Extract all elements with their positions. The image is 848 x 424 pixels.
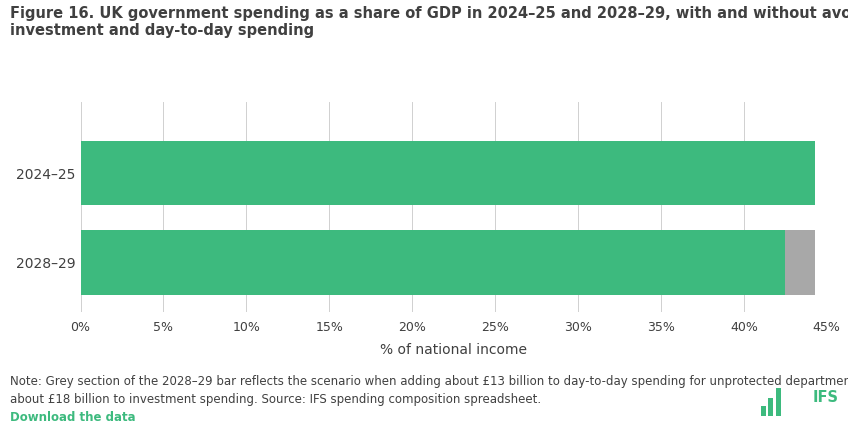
Text: Download the data: Download the data — [10, 411, 136, 424]
Bar — [776, 388, 781, 416]
Bar — [81, 230, 785, 295]
Bar — [761, 406, 766, 416]
X-axis label: % of national income: % of national income — [380, 343, 527, 357]
Bar — [785, 230, 815, 295]
Text: Note: Grey section of the 2028–29 bar reflects the scenario when adding about £1: Note: Grey section of the 2028–29 bar re… — [10, 375, 848, 388]
Text: investment and day-to-day spending: investment and day-to-day spending — [10, 23, 315, 38]
Bar — [768, 398, 773, 416]
Text: about £18 billion to investment spending. Source: IFS spending composition sprea: about £18 billion to investment spending… — [10, 393, 541, 407]
Text: Figure 16. UK government spending as a share of GDP in 2024–25 and 2028–29, with: Figure 16. UK government spending as a s… — [10, 6, 848, 21]
Text: IFS: IFS — [812, 390, 839, 405]
Bar — [81, 141, 815, 205]
